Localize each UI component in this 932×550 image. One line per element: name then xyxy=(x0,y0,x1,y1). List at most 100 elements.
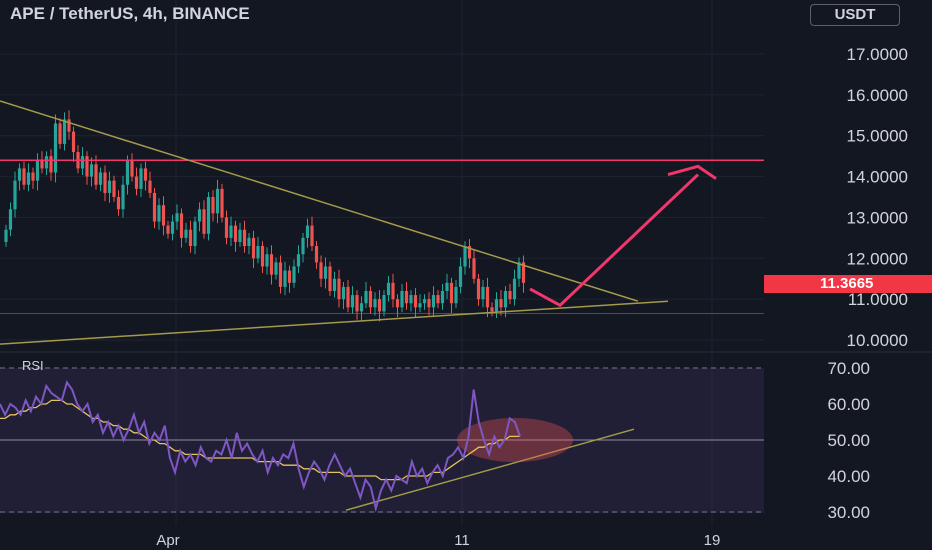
candle-body xyxy=(490,307,494,312)
quote-info: TetherUS, 4h, BINANCE xyxy=(59,4,250,23)
candle-body xyxy=(310,225,314,247)
candle-body xyxy=(170,221,175,234)
last-price-tag: 11.3665 xyxy=(764,275,932,293)
candle-body xyxy=(359,303,364,312)
candle-body xyxy=(427,299,431,308)
rsi-highlight xyxy=(457,418,573,462)
rsi-tick-label: 30.00 xyxy=(827,503,870,522)
separator: / xyxy=(49,4,55,23)
candle-body xyxy=(206,197,211,234)
candle-body xyxy=(458,266,463,287)
candle-body xyxy=(503,290,508,308)
candle-body xyxy=(404,290,409,304)
candle-body xyxy=(175,213,179,222)
candle-body xyxy=(166,225,170,234)
candle-body xyxy=(242,229,247,247)
candle-body xyxy=(269,254,274,275)
candle-body xyxy=(305,225,310,238)
currency-selector[interactable]: USDT xyxy=(810,4,900,26)
candle-body xyxy=(121,184,125,210)
candle-body xyxy=(71,131,76,153)
chart-title: APE / TetherUS, 4h, BINANCE xyxy=(10,4,250,24)
candle-body xyxy=(413,295,418,308)
rsi-line xyxy=(0,380,521,513)
drawings xyxy=(0,100,764,345)
candle-body xyxy=(40,160,44,169)
candle-body xyxy=(152,192,157,222)
candle-body xyxy=(58,123,62,144)
candle-body xyxy=(494,299,499,312)
candle-body xyxy=(157,205,161,222)
rsi-trendline xyxy=(345,428,635,511)
candle-body xyxy=(193,221,197,247)
candle-body xyxy=(521,262,526,283)
candle-body xyxy=(400,290,404,308)
candle-body xyxy=(274,262,278,275)
candle-body xyxy=(314,246,319,263)
candle-body xyxy=(395,299,400,308)
ascending-trendline xyxy=(0,300,669,345)
candle-body xyxy=(449,282,454,304)
last-price: 11.3665 xyxy=(820,275,874,292)
candle-body xyxy=(440,290,445,304)
candle-body xyxy=(283,270,287,287)
projection-arrow-head xyxy=(667,164,717,180)
candle-body xyxy=(409,295,413,304)
candle-body xyxy=(436,295,440,304)
candle-body xyxy=(431,295,436,308)
grid xyxy=(0,0,932,525)
candle-body xyxy=(256,246,260,259)
candle-body xyxy=(386,282,391,296)
candle-body xyxy=(184,229,188,238)
candle-body xyxy=(49,156,53,173)
time-axis: Apr 11 19 xyxy=(156,532,720,549)
candle-body xyxy=(422,299,427,304)
candle-body xyxy=(472,258,476,279)
candle-body xyxy=(463,246,467,267)
candle-body xyxy=(197,209,202,222)
candle-body xyxy=(476,278,481,300)
time-tick-label: Apr xyxy=(156,532,179,549)
candle-body xyxy=(31,172,35,181)
candle-body xyxy=(323,266,328,279)
candle-body xyxy=(130,160,134,177)
candle-body xyxy=(80,156,85,169)
candle-body xyxy=(382,295,386,312)
price-tick-label: 16.0000 xyxy=(847,86,908,105)
candle-body xyxy=(377,299,382,312)
candle-body xyxy=(4,229,8,242)
price-tick-label: 14.0000 xyxy=(847,168,908,187)
price-tick-label: 15.0000 xyxy=(847,127,908,146)
candle-body xyxy=(251,237,256,259)
price-tick-label: 13.0000 xyxy=(847,208,908,227)
candle-body xyxy=(98,172,103,185)
candle-body xyxy=(364,290,368,304)
candle-body xyxy=(215,188,220,214)
rsi-tick-label: 70.00 xyxy=(827,359,870,378)
candle-body xyxy=(8,209,13,230)
time-tick-label: 19 xyxy=(704,532,721,549)
candle-body xyxy=(233,225,238,242)
candle-body xyxy=(220,188,224,218)
candle-body xyxy=(179,213,184,238)
price-tick-label: 11.0000 xyxy=(848,290,908,309)
candle-body xyxy=(328,266,332,291)
descending-trendline xyxy=(0,100,639,302)
rsi-tick-label: 60.00 xyxy=(827,395,870,414)
candle-body xyxy=(202,209,206,234)
time-tick-label: 11 xyxy=(454,532,470,549)
candle-body xyxy=(112,180,116,198)
candle-body xyxy=(508,290,512,300)
candle-body xyxy=(287,270,292,283)
candle-body xyxy=(139,168,143,189)
candle-body xyxy=(319,262,323,279)
candle-body xyxy=(211,197,215,214)
candle-body xyxy=(224,217,229,238)
candle-body xyxy=(143,168,148,181)
candle-body xyxy=(499,299,503,308)
candle-body xyxy=(26,172,31,185)
candle-body xyxy=(22,168,26,185)
candle-body xyxy=(368,290,373,308)
candle-body xyxy=(481,286,485,300)
rsi-lines xyxy=(0,380,635,513)
